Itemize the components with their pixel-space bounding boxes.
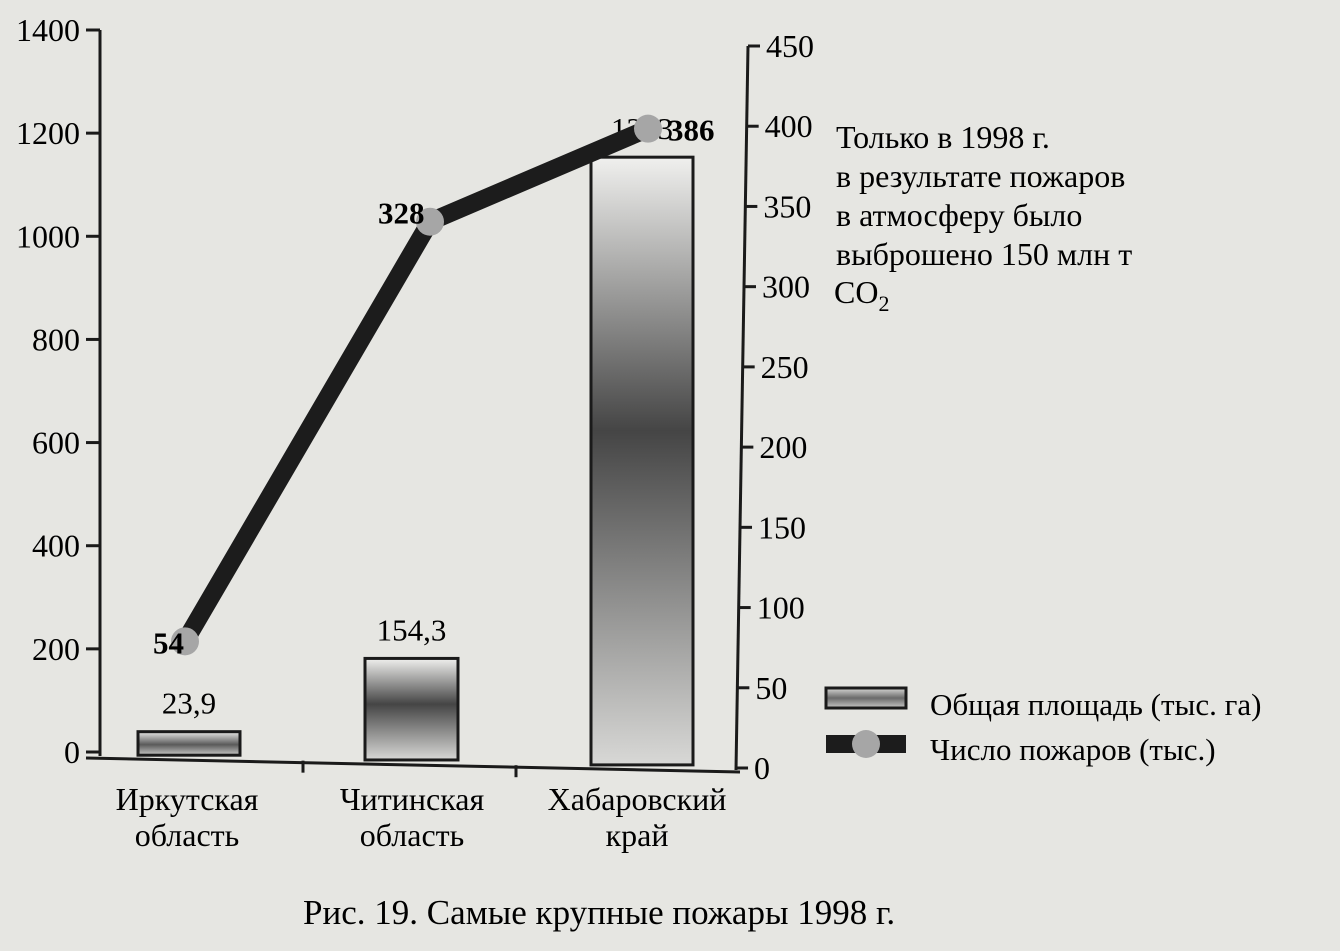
- left-tick-label: 400: [32, 528, 80, 564]
- right-tick-label: 100: [757, 590, 805, 626]
- fire-count-label: 328: [378, 196, 425, 231]
- legend-item-area: Общая площадь (тыс. га): [824, 686, 1261, 722]
- bar: [589, 155, 695, 767]
- left-tick-label: 600: [32, 425, 80, 461]
- fire-count-line: 54 328 386: [153, 113, 715, 661]
- right-tick-label: 300: [762, 269, 810, 305]
- legend-item-fires: Число пожаров (тыс.): [826, 730, 1216, 767]
- left-tick-label: 1400: [16, 12, 80, 48]
- right-tick-label: 0: [754, 750, 770, 786]
- fire-count-point: [634, 114, 662, 143]
- bar: [363, 656, 460, 762]
- left-axis: 0 200 400 600 800 1000 1200 1400: [16, 12, 102, 770]
- fire-count-label: 54: [153, 625, 184, 660]
- right-tick-label: 150: [758, 509, 806, 545]
- right-tick-label: 50: [755, 670, 787, 706]
- category-label-line: Хабаровский: [548, 781, 727, 817]
- annotation-text: Только в 1998 г. в результате пожаров в ат…: [836, 119, 1132, 272]
- annotation-note: Только в 1998 г. в результате пожаров в ат…: [834, 119, 1132, 316]
- bar-group: 154,3: [363, 612, 460, 762]
- legend: Общая площадь (тыс. га) Число пожаров (т…: [824, 686, 1261, 767]
- legend-swatch-bar: [824, 686, 908, 710]
- legend-label-area: Общая площадь (тыс. га): [930, 687, 1261, 722]
- annotation-line: в результате пожаров: [836, 158, 1125, 194]
- bar-value-label: 23,9: [162, 686, 216, 721]
- x-axis: [85, 756, 741, 778]
- x-axis-ticks: [301, 760, 518, 778]
- left-tick-label: 800: [32, 321, 80, 357]
- formula-base: CO: [834, 274, 878, 310]
- legend-swatch-marker: [852, 730, 880, 758]
- left-tick-label: 200: [32, 631, 80, 667]
- figure-caption: Рис. 19. Самые крупные пожары 1998 г.: [303, 893, 895, 932]
- right-tick-label: 400: [765, 108, 813, 144]
- bar-group: 23,9: [136, 686, 242, 757]
- bar-group: 1293: [589, 111, 695, 767]
- area-bars: 23,9 154,3 1293: [136, 111, 695, 767]
- fire-count-point: [416, 207, 444, 236]
- annotation-line: Только в 1998 г.: [836, 119, 1050, 155]
- left-tick-label: 1000: [16, 218, 80, 254]
- left-tick-label: 1200: [16, 115, 80, 151]
- right-tick-label: 350: [763, 188, 811, 224]
- right-tick-label: 200: [759, 429, 807, 465]
- category-label-line: Читинская: [340, 781, 485, 817]
- left-tick-label: 0: [64, 734, 80, 770]
- right-tick-label: 250: [761, 349, 809, 385]
- annotation-line: в атмосферу было: [836, 197, 1082, 233]
- category-label: Хабаровский край: [548, 781, 727, 853]
- right-tick-label: 450: [766, 28, 814, 64]
- category-label-line: край: [606, 817, 669, 853]
- annotation-line: выброшено 150 млн т: [836, 236, 1132, 272]
- category-label-line: Иркутская: [116, 781, 259, 817]
- category-label-line: область: [360, 817, 464, 853]
- bar: [136, 730, 242, 757]
- legend-label-fires: Число пожаров (тыс.): [930, 732, 1216, 767]
- formula-subscript: 2: [878, 291, 889, 316]
- annotation-formula: CO2: [834, 274, 889, 316]
- category-label: Читинская область: [340, 781, 485, 853]
- left-axis-ticks: 0 200 400 600 800 1000 1200 1400: [16, 12, 100, 770]
- category-label: Иркутская область: [116, 781, 259, 853]
- right-axis-ticks: 0 50 100 150 200 250 300 350 400 450: [736, 28, 814, 786]
- right-axis: 0 50 100 150 200 250 300 350 400 450: [734, 28, 814, 786]
- fire-count-label: 386: [668, 113, 715, 148]
- category-label-line: область: [135, 817, 239, 853]
- fire-count-point: [171, 627, 199, 656]
- bar-value-label: 154,3: [377, 612, 447, 647]
